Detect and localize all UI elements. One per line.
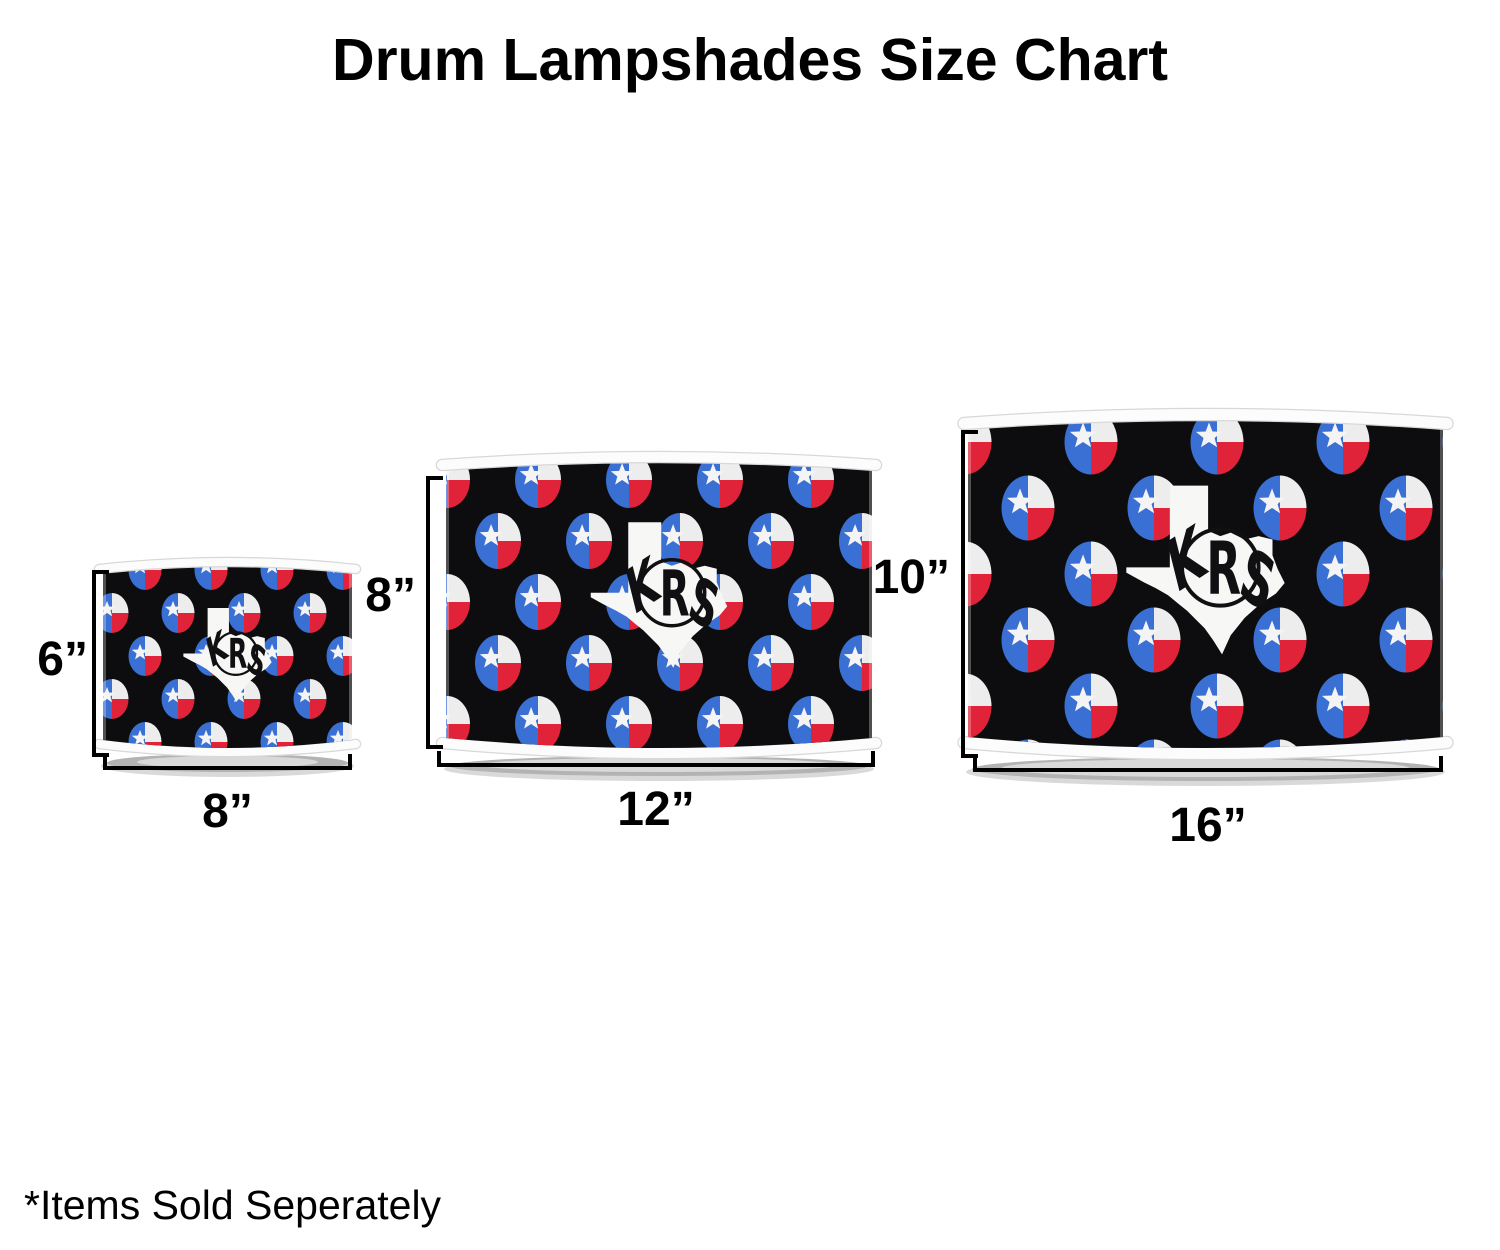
large-width-dimension-line — [973, 756, 1443, 772]
page-title: Drum Lampshades Size Chart — [331, 27, 1169, 93]
medium-width-dimension-line — [437, 751, 875, 767]
lampshade-medium-illustration: KRS — [435, 450, 883, 781]
small-height-label: 6” — [37, 633, 88, 686]
lampshade-large-illustration: KRS — [957, 407, 1454, 786]
medium-width-label: 12” — [617, 783, 695, 836]
large-height-label: 10” — [872, 551, 950, 604]
small-width-label: 8” — [202, 785, 253, 838]
small-width-dimension-line — [103, 754, 352, 770]
small-height-dimension-line — [92, 570, 109, 757]
items-sold-separately-note: *Items Sold Seperately — [24, 1182, 442, 1228]
lampshade-small-illustration: KRS — [93, 556, 362, 777]
large-width-label: 16” — [1169, 799, 1247, 852]
large-height-dimension-line — [961, 430, 978, 758]
medium-height-dimension-line — [426, 476, 443, 749]
medium-height-label: 8” — [365, 569, 416, 622]
